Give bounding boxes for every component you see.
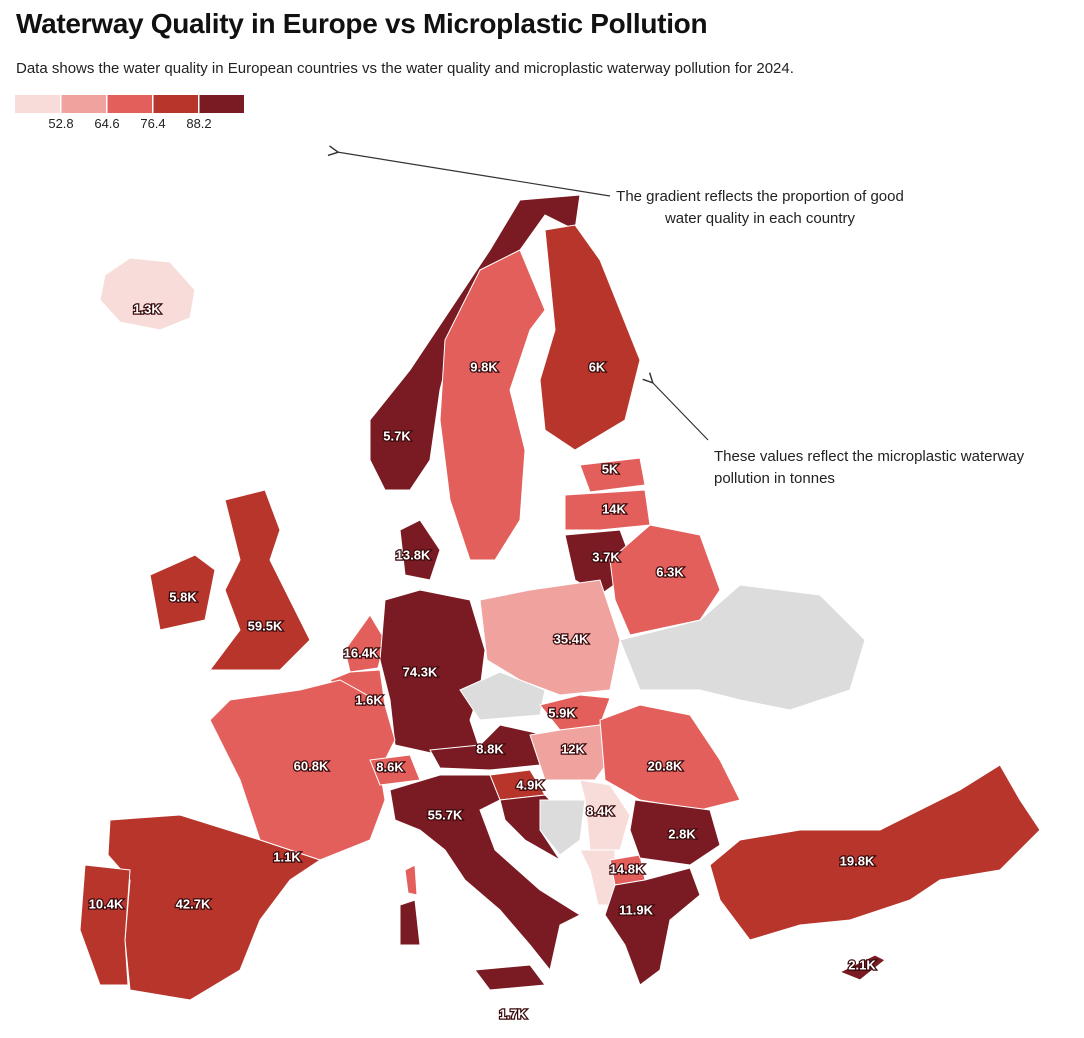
value-label: 59.5K bbox=[248, 618, 283, 633]
country bbox=[579, 849, 616, 906]
legend-tick-label: 88.2 bbox=[186, 116, 211, 131]
value-label: 9.8K bbox=[470, 359, 498, 374]
arrow bbox=[652, 382, 709, 441]
legend-swatch bbox=[15, 95, 60, 113]
value-label: 13.8K bbox=[396, 547, 431, 562]
value-label: 42.7K bbox=[176, 896, 211, 911]
value-label: 35.4K bbox=[554, 631, 589, 646]
legend-swatch bbox=[107, 95, 152, 113]
value-label: 12K bbox=[561, 741, 585, 756]
country bbox=[579, 779, 631, 851]
country bbox=[474, 964, 546, 991]
country bbox=[404, 864, 418, 896]
value-label: 60.8K bbox=[294, 758, 329, 773]
country bbox=[609, 524, 721, 636]
value-label: 4.9K bbox=[516, 777, 544, 792]
country bbox=[579, 457, 646, 493]
value-label: 5.8K bbox=[169, 589, 197, 604]
country bbox=[107, 814, 322, 1001]
country bbox=[149, 554, 216, 631]
value-label: 19.8K bbox=[840, 853, 875, 868]
country bbox=[539, 694, 611, 731]
value-label: 74.3K bbox=[403, 664, 438, 679]
country bbox=[564, 489, 651, 531]
value-label: 16.4K bbox=[344, 645, 379, 660]
legend-tick-label: 64.6 bbox=[94, 116, 119, 131]
value-label: 14K bbox=[602, 501, 626, 516]
country bbox=[79, 864, 131, 986]
legend-tick-label: 52.8 bbox=[48, 116, 73, 131]
country bbox=[399, 519, 441, 581]
country bbox=[539, 224, 641, 451]
value-label: 2.1K bbox=[848, 957, 876, 972]
value-label: 8.6K bbox=[376, 759, 404, 774]
title: Waterway Quality in Europe vs Microplast… bbox=[16, 8, 708, 39]
country bbox=[99, 257, 196, 331]
value-label: 8.4K bbox=[586, 803, 614, 818]
country bbox=[439, 249, 546, 561]
legend-swatch bbox=[153, 95, 198, 113]
value-label: 5.9K bbox=[548, 705, 576, 720]
value-label: 20.8K bbox=[648, 758, 683, 773]
value-label: 1.7K bbox=[499, 1006, 527, 1021]
subtitle: Data shows the water quality in European… bbox=[16, 60, 794, 77]
country bbox=[379, 589, 486, 756]
value-label: 1.3K bbox=[133, 301, 161, 316]
country bbox=[369, 754, 421, 786]
value-label: 10.4K bbox=[89, 896, 124, 911]
value-label: 3.7K bbox=[592, 549, 620, 564]
country bbox=[709, 764, 1041, 941]
value-label: 6K bbox=[589, 359, 606, 374]
value-label: 1.1K bbox=[273, 849, 301, 864]
country bbox=[209, 679, 396, 861]
country bbox=[459, 671, 546, 721]
value-label: 5K bbox=[602, 461, 619, 476]
value-label: 6.3K bbox=[656, 564, 684, 579]
value-label: 8.8K bbox=[476, 741, 504, 756]
value-label: 14.8K bbox=[610, 861, 645, 876]
country bbox=[599, 704, 741, 811]
country bbox=[344, 614, 386, 673]
annotation: These values reflect the microplastic wa… bbox=[714, 448, 1025, 487]
country bbox=[629, 799, 721, 866]
value-label: 5.7K bbox=[383, 428, 411, 443]
country bbox=[838, 954, 886, 981]
countries bbox=[79, 194, 1041, 1001]
country bbox=[619, 584, 866, 711]
value-label: 11.9K bbox=[619, 902, 654, 917]
arrow bbox=[337, 152, 611, 197]
country bbox=[209, 489, 311, 671]
legend-swatch bbox=[61, 95, 106, 113]
legend-tick-label: 76.4 bbox=[140, 116, 165, 131]
country bbox=[399, 899, 421, 946]
country bbox=[389, 774, 582, 972]
value-label: 55.7K bbox=[428, 807, 463, 822]
annotation: The gradient reflects the proportion of … bbox=[616, 188, 904, 227]
value-label: 2.8K bbox=[668, 826, 696, 841]
value-label: 1.6K bbox=[355, 692, 383, 707]
country bbox=[604, 867, 701, 986]
legend-swatch bbox=[199, 95, 244, 113]
country bbox=[479, 579, 621, 696]
country bbox=[539, 799, 586, 856]
